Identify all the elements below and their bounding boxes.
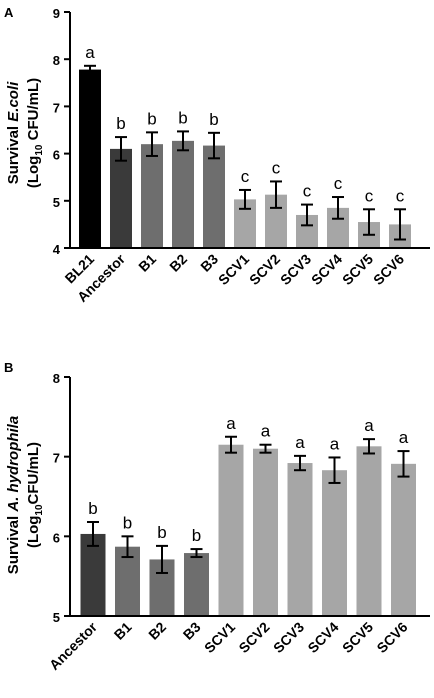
panel-b-sig-letter: a xyxy=(261,422,271,441)
panel-b-sig-letter: b xyxy=(123,513,132,532)
panel-b-ytick-label: 8 xyxy=(53,371,60,386)
panel-a-bar xyxy=(203,145,225,248)
panel-b-bar xyxy=(322,470,347,616)
panel-b-ylabel-line1: Survival A. hydrophila xyxy=(5,416,22,574)
panel-a-sig-letter: b xyxy=(178,108,187,127)
panel-b-category-label: SCV5 xyxy=(339,619,376,656)
panel-a-sig-letter: c xyxy=(365,186,374,205)
panel-a-ytick-label: 8 xyxy=(53,53,60,68)
panel-a-ylabel-line1: Survival E.coli xyxy=(5,81,22,184)
panel-b-category-label: B1 xyxy=(111,619,135,643)
panel-a-category-label: B1 xyxy=(135,251,159,275)
panel-a-sig-letter: c xyxy=(334,174,343,193)
panel-b-bar xyxy=(391,463,416,616)
panel-b-sig-letter: a xyxy=(295,433,305,452)
panel-b-sig-letter: b xyxy=(192,526,201,545)
panel-a-sig-letter: b xyxy=(209,110,218,129)
panel-b-category-label: SCV2 xyxy=(235,619,272,656)
panel-a-sig-letter: c xyxy=(241,167,250,186)
panel-b-sig-letter: a xyxy=(399,428,409,447)
panel-a-ytick-label: 9 xyxy=(53,6,60,21)
panel-b-bar xyxy=(115,546,140,616)
panel-b-sig-letter: a xyxy=(330,434,340,453)
panel-b-letter: B xyxy=(4,360,13,375)
panel-a-category-label: SCV2 xyxy=(246,251,283,288)
panel-b-category-label: B2 xyxy=(145,619,169,643)
panel-a-sig-letter: c xyxy=(303,182,312,201)
panel-a-chart: A Survival E.coli (Log10 CFU/mL) 456789 … xyxy=(4,5,430,305)
panel-a-bar xyxy=(141,144,163,248)
panel-b-category-label: Ancestor xyxy=(46,618,101,673)
panel-a-bar xyxy=(234,199,256,248)
panel-a-category-label: SCV4 xyxy=(308,251,345,288)
panel-b-sig-letter: b xyxy=(88,499,97,518)
panel-b-ytick-label: 6 xyxy=(53,530,60,545)
panel-a-ytick-label: 4 xyxy=(53,242,61,257)
panel-b-bar xyxy=(356,446,382,616)
panel-b-ylabel-line2: (Log10CFU/mL) xyxy=(25,442,45,548)
panel-a-sig-letter: c xyxy=(272,158,281,177)
panel-a-ytick-label: 6 xyxy=(53,148,60,163)
panel-b-category-label: SCV6 xyxy=(373,619,410,656)
panel-a-category-label: B3 xyxy=(197,251,221,275)
panel-b-bar xyxy=(287,463,313,616)
panel-a-bar xyxy=(172,140,194,248)
panel-a-ytick-label: 7 xyxy=(53,100,60,115)
panel-b-category-label: B3 xyxy=(180,619,204,643)
panel-a-ylabel-line2: (Log10 CFU/mL) xyxy=(25,78,45,188)
panel-b-ytick-label: 7 xyxy=(53,451,60,466)
panel-b-sig-letter: b xyxy=(157,523,166,542)
panel-b-category-label: SCV4 xyxy=(304,619,341,656)
panel-b-bar xyxy=(80,533,106,616)
panel-a-category-label: SCV1 xyxy=(215,251,252,288)
panel-a-sig-letter: b xyxy=(116,114,125,133)
panel-b-sig-letter: a xyxy=(364,416,374,435)
panel-a-category-label: SCV6 xyxy=(370,251,407,288)
panel-a-letter: A xyxy=(4,5,14,20)
panel-b-ytick-label: 5 xyxy=(53,610,60,625)
panel-a-category-label: SCV5 xyxy=(339,251,376,288)
panel-a-sig-letter: a xyxy=(85,43,95,62)
panel-a-sig-letter: c xyxy=(396,186,405,205)
panel-b-sig-letter: a xyxy=(226,414,236,433)
panel-a-bar xyxy=(79,69,101,248)
panel-b-bar xyxy=(184,553,209,616)
panel-b-bar xyxy=(218,444,244,616)
panel-a-sig-letter: b xyxy=(147,109,156,128)
panel-b-category-label: SCV1 xyxy=(201,619,238,656)
panel-a-category-label: SCV3 xyxy=(277,251,314,288)
panel-b-chart: B Survival A. hydrophila (Log10CFU/mL) 5… xyxy=(4,360,430,673)
panel-a-category-label: B2 xyxy=(166,251,190,275)
panel-b-category-label: SCV3 xyxy=(270,619,307,656)
panel-a-ytick-label: 5 xyxy=(53,195,60,210)
panel-a-bar xyxy=(110,148,132,248)
panel-b-bar xyxy=(253,448,278,616)
panel-a-bar xyxy=(296,214,318,248)
